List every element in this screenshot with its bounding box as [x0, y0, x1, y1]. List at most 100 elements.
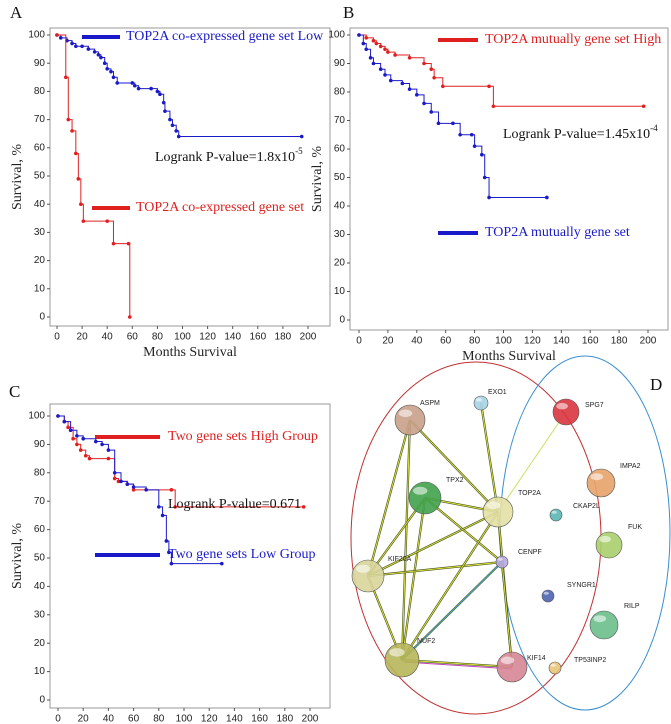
network-edge — [401, 659, 513, 668]
y-tick-label: 30 — [334, 229, 346, 240]
x-tick-label: 180 — [611, 336, 628, 347]
node-highlight — [475, 398, 483, 402]
censor-mark — [167, 550, 171, 555]
node-label: IMPA2 — [620, 463, 641, 470]
x-tick-label: 200 — [300, 332, 317, 343]
censor-mark — [112, 476, 117, 481]
network-edge — [480, 402, 499, 513]
panel-label: D — [650, 375, 662, 394]
node-label: FUK — [628, 524, 642, 531]
censor-mark — [149, 86, 153, 91]
censor-mark — [480, 152, 484, 157]
plot-frame — [349, 27, 669, 331]
censor-mark — [364, 47, 369, 52]
censor-mark — [70, 41, 74, 46]
censor-mark — [127, 315, 132, 319]
x-tick-label: 80 — [152, 332, 164, 343]
network-node — [394, 404, 426, 436]
annotation-exponent: -5 — [295, 146, 303, 156]
x-tick-label: 20 — [382, 336, 394, 347]
censor-mark — [56, 414, 60, 418]
legend-label: TOP2A mutually gene set — [485, 225, 630, 240]
y-tick-label: 20 — [34, 638, 46, 649]
node-highlight — [556, 402, 568, 410]
x-tick-label: 0 — [356, 336, 362, 347]
censor-mark — [81, 436, 85, 441]
x-tick-label: 180 — [276, 714, 293, 724]
censor-mark — [105, 67, 109, 71]
y-tick-label: 80 — [34, 467, 46, 478]
censor-mark — [92, 50, 97, 54]
network-node — [549, 508, 563, 522]
y-tick-label: 40 — [34, 581, 46, 592]
censor-mark — [164, 539, 169, 543]
censor-mark — [422, 101, 426, 106]
censor-mark — [83, 453, 88, 458]
x-axis-label: Months Survival — [462, 349, 556, 364]
x-tick-label: 140 — [553, 336, 570, 347]
censor-mark — [158, 92, 162, 97]
censor-mark — [126, 241, 131, 246]
x-tick-label: 100 — [176, 714, 193, 724]
x-tick-label: 120 — [524, 336, 541, 347]
censor-mark — [361, 41, 366, 46]
censor-mark — [58, 36, 63, 40]
x-tick-label: 180 — [275, 332, 292, 343]
censor-mark — [106, 448, 111, 452]
x-tick-label: 0 — [55, 714, 61, 724]
censor-mark — [144, 488, 148, 492]
censor-mark — [441, 84, 445, 89]
logrank-annotation: Logrank P-value=0.671 — [168, 497, 301, 512]
censor-mark — [415, 93, 419, 97]
node-label: RILP — [624, 603, 640, 610]
network-edge — [401, 497, 426, 661]
y-tick-label: 90 — [334, 58, 346, 69]
x-tick-label: 60 — [128, 714, 140, 724]
censor-mark — [176, 134, 181, 139]
node-label: CKAP2L — [573, 503, 600, 510]
node-highlight — [356, 564, 371, 573]
x-tick-label: 160 — [249, 332, 266, 343]
x-tick-label: 160 — [251, 714, 268, 724]
censor-mark — [386, 50, 390, 54]
censor-mark — [491, 104, 496, 109]
panel-label: B — [343, 3, 354, 22]
x-tick-label: 80 — [469, 336, 481, 347]
legend-label: Two gene sets High Group — [168, 429, 318, 444]
node-highlight — [551, 510, 557, 514]
x-tick-label: 60 — [127, 332, 139, 343]
censor-mark — [74, 44, 78, 49]
censor-mark — [78, 448, 83, 452]
censor-mark — [364, 36, 369, 40]
censor-mark — [87, 456, 92, 461]
x-tick-label: 40 — [411, 336, 423, 347]
network-node — [495, 555, 509, 569]
survival-curve — [359, 34, 547, 198]
network-edges — [366, 402, 567, 669]
legend-label: TOP2A co-expressed gene set — [136, 200, 304, 215]
censor-mark — [115, 81, 120, 85]
node-highlight — [550, 663, 556, 667]
censor-mark — [99, 55, 103, 60]
network-node — [541, 589, 555, 603]
censor-mark — [66, 425, 70, 430]
x-tick-label: 80 — [153, 714, 165, 724]
censor-mark — [111, 75, 116, 80]
node-label: KIF20A — [388, 556, 412, 563]
censor-mark — [80, 44, 84, 49]
censor-mark — [168, 117, 172, 122]
y-tick-label: 10 — [34, 666, 46, 677]
censor-mark — [131, 485, 136, 489]
censor-mark — [133, 83, 137, 88]
censor-mark — [371, 61, 376, 66]
annotation-text: Logrank P-value=1.8x10 — [155, 150, 295, 165]
censor-mark — [400, 81, 405, 86]
annotation-text: Logrank P-value=1.45x10 — [503, 127, 650, 142]
panel-label: A — [10, 3, 23, 22]
censor-mark — [76, 177, 81, 181]
censor-mark — [74, 151, 78, 156]
censor-mark — [378, 67, 383, 71]
node-highlight — [599, 535, 611, 543]
censor-mark — [55, 33, 59, 37]
censor-mark — [429, 67, 434, 71]
